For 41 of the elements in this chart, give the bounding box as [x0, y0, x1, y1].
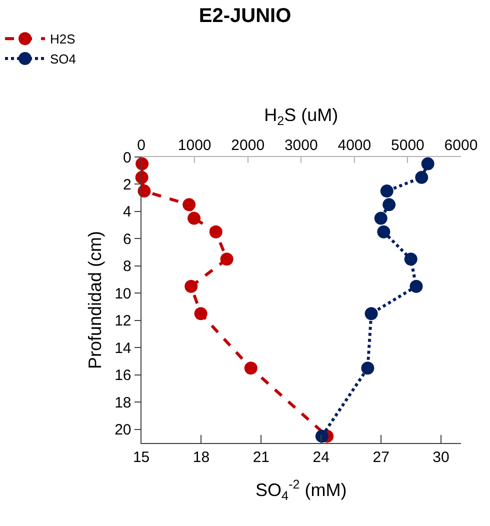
y-tick-label: 8: [122, 258, 132, 276]
x-tick-label: 30: [432, 449, 450, 466]
x2-tick-label: 2000: [231, 137, 265, 154]
x-tick-label: 21: [252, 449, 270, 466]
point: [404, 252, 418, 266]
x-axis-title: SO$_{4}$$^{-2}$ (mM): [256, 478, 347, 503]
point: [382, 198, 396, 212]
chart-title: E2-JUNIO: [198, 4, 292, 27]
y-tick-label: 14: [114, 340, 132, 357]
x-tick-label: 24: [312, 449, 330, 466]
point: [361, 362, 374, 375]
x2-tick-label: 0: [137, 137, 146, 154]
y-tick-label: 0: [122, 149, 132, 166]
point: [415, 170, 428, 184]
x2-tick-label: 1000: [178, 137, 212, 154]
point: [377, 225, 390, 238]
point: [374, 212, 388, 225]
point: [410, 280, 423, 293]
point: [315, 430, 328, 443]
legend-label: H2S: [50, 32, 76, 47]
point: [364, 307, 378, 320]
y-tick-label: 10: [114, 285, 132, 302]
y-tick-label: 12: [114, 312, 132, 330]
x2-tick-label: 5000: [391, 137, 424, 154]
y-tick-label: 16: [114, 367, 132, 384]
y-tick-label: 20: [114, 422, 132, 439]
x-tick-label: 27: [372, 449, 390, 466]
point: [421, 157, 434, 170]
point: [380, 184, 394, 198]
x2-axis-title: H$_{2}$S (uM): [264, 105, 338, 128]
x-tick-label: 18: [192, 449, 210, 466]
y-tick-label: 2: [122, 176, 132, 194]
y-tick-label: 6: [122, 230, 132, 248]
x2-tick-label: 3000: [284, 137, 318, 154]
x2-tick-label: 6000: [444, 137, 478, 154]
y-tick-label: 18: [114, 394, 132, 412]
x2-tick-label: 4000: [338, 137, 372, 154]
legend-label: SO4: [50, 52, 76, 67]
y-tick-label: 4: [122, 204, 132, 221]
y-axis-title: Profundidad (cm): [84, 230, 105, 370]
x-tick-label: 15: [132, 449, 150, 466]
